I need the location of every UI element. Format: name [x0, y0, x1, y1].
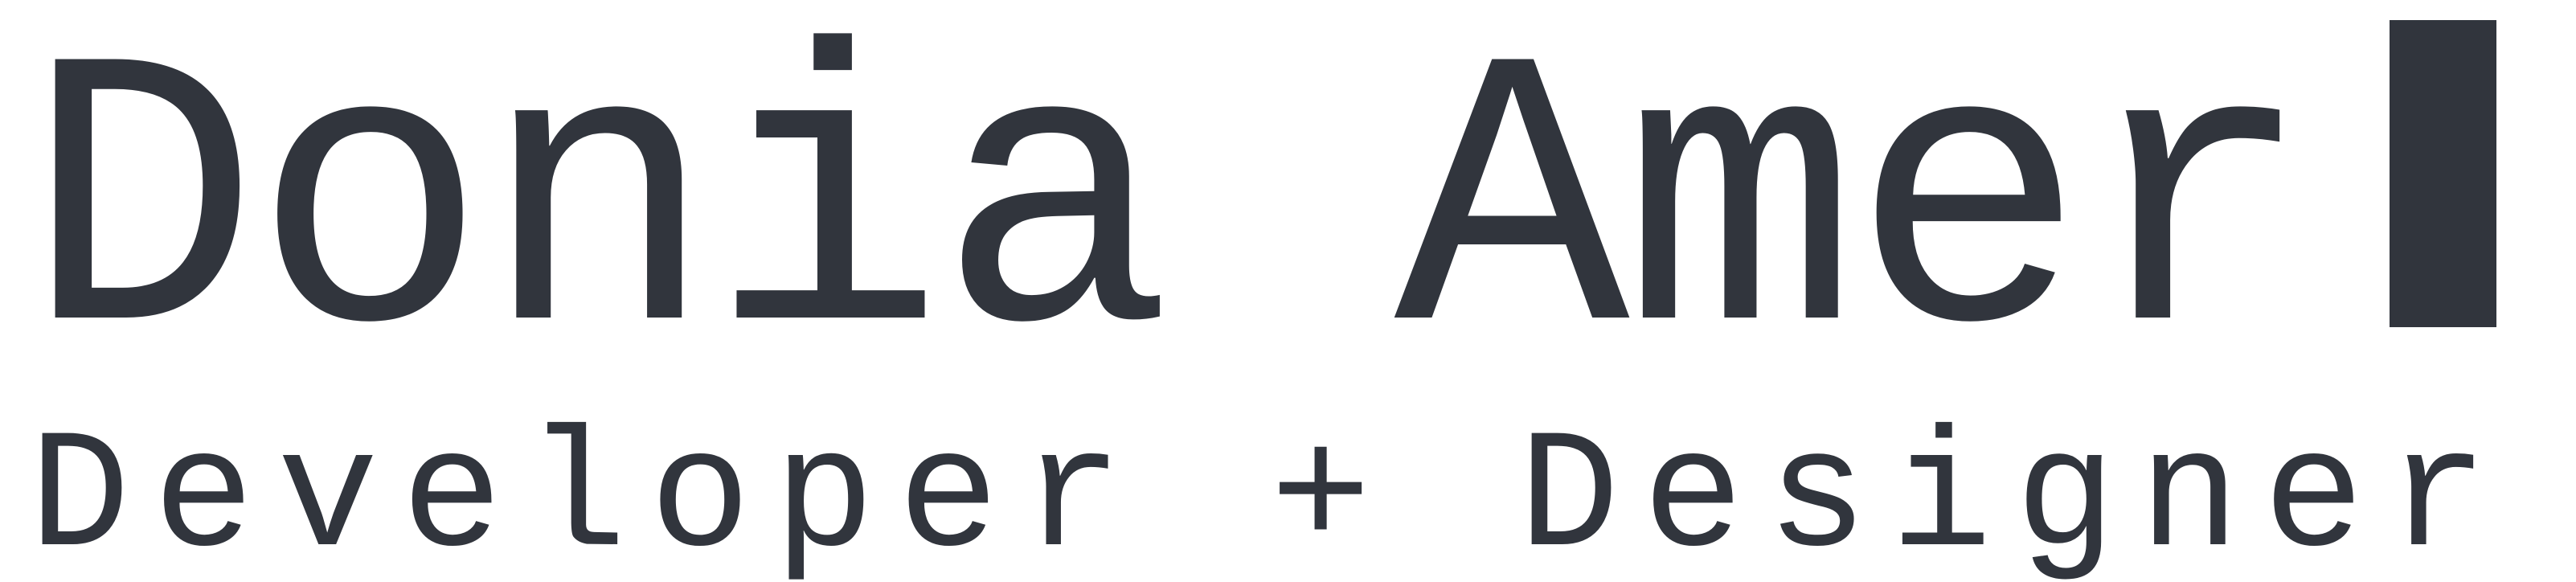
name-title: Donia Amer — [24, 0, 2315, 436]
cursor-block — [2390, 20, 2496, 327]
